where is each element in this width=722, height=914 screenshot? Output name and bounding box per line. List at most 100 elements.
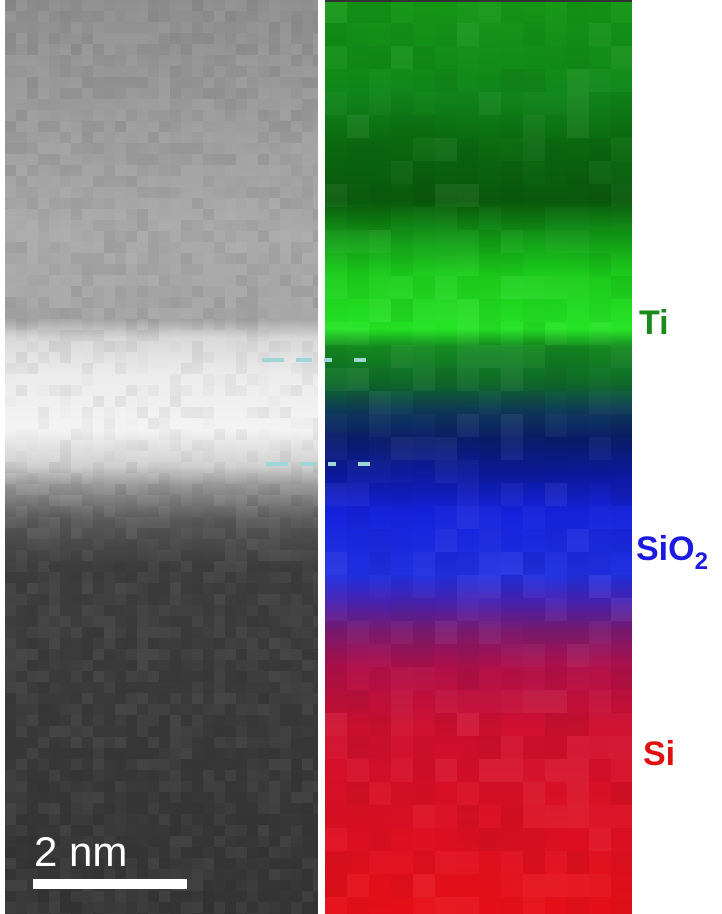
pixel [170,110,181,121]
pixel [567,529,589,552]
pixel [258,726,269,737]
pixel [126,759,137,770]
pixel [302,759,313,770]
pixel [291,836,302,847]
pixel [137,319,148,330]
pixel [38,418,49,429]
pixel [82,77,93,88]
pixel [225,220,236,231]
pixel [258,99,269,110]
pixel [38,671,49,682]
pixel [325,828,347,851]
pixel [159,759,170,770]
pixel [148,627,159,638]
pixel [159,121,170,132]
pixel [126,506,137,517]
pixel [236,132,247,143]
pixel [457,253,479,276]
pixel [71,231,82,242]
pixel [203,77,214,88]
pixel [214,187,225,198]
pixel [611,667,632,690]
pixel [611,598,632,621]
pixel [148,539,159,550]
pixel [49,506,60,517]
pixel [49,902,60,913]
pixel [313,583,318,594]
pixel [16,902,27,913]
pixel [203,231,214,242]
pixel [60,748,71,759]
pixel [16,638,27,649]
pixel [258,605,269,616]
pixel [192,550,203,561]
pixel [159,176,170,187]
pixel [181,165,192,176]
pixel [347,345,369,368]
pixel [170,154,181,165]
pixel [225,176,236,187]
pixel [203,165,214,176]
pixel [159,462,170,473]
pixel [280,847,291,858]
pixel [214,539,225,550]
pixel [501,874,523,897]
pixel [236,572,247,583]
pixel [501,92,523,115]
pixel [457,828,479,851]
pixel [137,814,148,825]
pixel [192,165,203,176]
pixel [457,184,479,207]
pixel [16,418,27,429]
pixel [104,440,115,451]
pixel [5,495,16,506]
pixel [170,847,181,858]
pixel [291,187,302,198]
pixel [313,429,318,440]
pixel [313,187,318,198]
pixel [170,297,181,308]
pixel [313,220,318,231]
pixel [589,667,611,690]
pixel [501,207,523,230]
pixel [16,308,27,319]
pixel [236,726,247,737]
pixel [27,341,38,352]
pixel [104,330,115,341]
pixel [170,583,181,594]
pixel [313,759,318,770]
pixel [258,33,269,44]
pixel [225,440,236,451]
pixel [104,792,115,803]
pixel [457,115,479,138]
pixel [82,781,93,792]
pixel [38,231,49,242]
pixel [137,242,148,253]
pixel [247,11,258,22]
pixel [313,99,318,110]
pixel [126,330,137,341]
pixel [291,605,302,616]
pixel [27,132,38,143]
pixel [611,713,632,736]
pixel [93,825,104,836]
pixel [93,517,104,528]
pixel [192,11,203,22]
pixel [181,583,192,594]
pixel [159,440,170,451]
pixel [181,770,192,781]
pixel [192,572,203,583]
pixel [104,770,115,781]
pixel [545,598,567,621]
pixel [611,506,632,529]
pixel [38,363,49,374]
pixel [60,198,71,209]
pixel [71,506,82,517]
pixel [181,187,192,198]
pixel [5,99,16,110]
pixel [93,484,104,495]
pixel [501,552,523,575]
pixel [523,276,545,299]
pixel [225,0,236,11]
pixel [60,330,71,341]
